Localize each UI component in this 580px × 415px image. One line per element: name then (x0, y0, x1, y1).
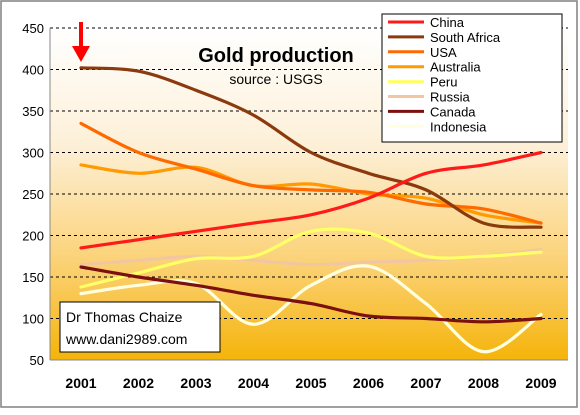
series-line-usa (79, 121, 543, 225)
series-line-canada (79, 265, 543, 324)
legend-label-usa: USA (430, 45, 457, 60)
x-tick-label: 2006 (353, 375, 384, 391)
arrow-head (72, 46, 90, 62)
series-line-australia (79, 163, 543, 225)
legend-label-peru: Peru (430, 75, 457, 90)
author-annotation: Dr Thomas Chaize www.dani2989.com (59, 301, 221, 353)
x-tick-label: 2009 (525, 375, 556, 391)
x-tick-label: 2007 (410, 375, 441, 391)
legend-label-australia: Australia (430, 60, 481, 75)
series-line-china (79, 150, 543, 250)
annotation-author: Dr Thomas Chaize (66, 309, 183, 325)
arrow-down-icon (72, 22, 90, 62)
x-tick-label: 2008 (468, 375, 499, 391)
y-tick-label: 100 (22, 312, 44, 327)
series-lines (79, 66, 543, 354)
x-tick-label: 2002 (123, 375, 154, 391)
x-tick-label: 2005 (295, 375, 326, 391)
y-tick-label: 250 (22, 187, 44, 202)
legend-label-indonesia: Indonesia (430, 119, 487, 134)
legend-box (381, 13, 563, 143)
legend-label-canada: Canada (430, 104, 476, 119)
series-line-peru (79, 227, 543, 289)
y-tick-label: 50 (30, 353, 44, 368)
y-tick-label: 300 (22, 146, 44, 161)
series-line-indonesia (79, 264, 543, 354)
chart-title: Gold production (198, 45, 354, 67)
series-line-south-africa (79, 66, 543, 229)
x-tick-label: 2003 (180, 375, 211, 391)
legend-label-china: China (430, 15, 465, 30)
annotation-box (59, 301, 221, 353)
x-tick-label: 2004 (238, 375, 269, 391)
y-tick-label: 450 (22, 21, 44, 36)
y-tick-label: 200 (22, 229, 44, 244)
x-tick-label: 2001 (65, 375, 96, 391)
annotation-website: www.dani2989.com (65, 331, 187, 347)
y-tick-label: 400 (22, 63, 44, 78)
x-axis-ticks: 2001 2002 2003 2004 2005 2006 2007 2008 2009 (65, 375, 556, 391)
y-axis-ticks: 50 100 150 200 250 300 350 400 450 (22, 21, 44, 368)
y-tick-label: 350 (22, 104, 44, 119)
chart-subtitle: source : USGS (229, 71, 322, 87)
legend-label-south-africa: South Africa (430, 30, 501, 45)
legend-label-russia: Russia (430, 90, 471, 105)
y-tick-label: 150 (22, 270, 44, 285)
